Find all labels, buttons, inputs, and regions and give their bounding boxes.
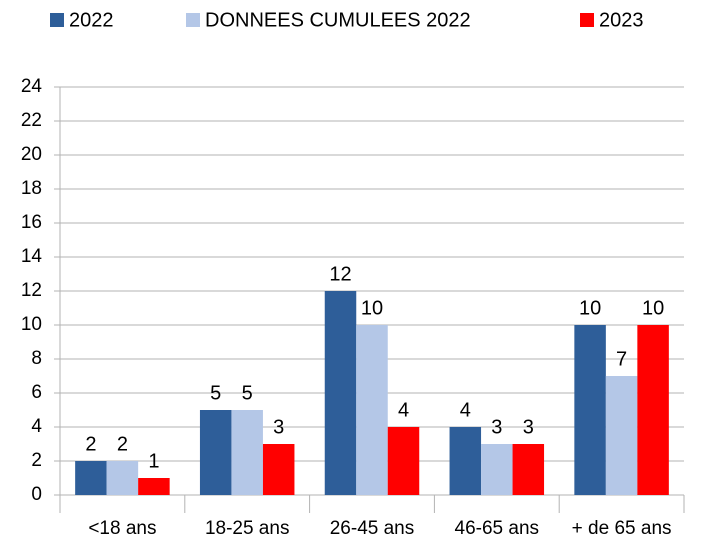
legend-label: 2022 <box>69 9 114 31</box>
value-label: 12 <box>329 263 351 285</box>
value-label: 3 <box>523 416 534 438</box>
value-label: 2 <box>85 433 96 455</box>
x-tick-label: + de 65 ans <box>572 518 672 539</box>
bar <box>262 444 295 495</box>
y-tick-label: 22 <box>21 110 42 131</box>
value-label: 4 <box>460 399 471 421</box>
value-label: 3 <box>273 416 284 438</box>
bar <box>231 410 263 495</box>
bar <box>199 410 232 495</box>
bar <box>449 427 482 495</box>
bar <box>481 444 513 495</box>
y-tick-label: 8 <box>31 348 42 369</box>
legend-swatch <box>580 13 594 27</box>
value-label: 3 <box>491 416 502 438</box>
bar <box>138 478 170 495</box>
value-label: 1 <box>148 450 159 472</box>
x-tick-label: <18 ans <box>88 518 156 539</box>
bar <box>574 325 606 495</box>
value-label: 7 <box>616 348 627 370</box>
value-label: 10 <box>361 297 383 319</box>
legend-label: 2023 <box>599 9 644 31</box>
y-tick-label: 0 <box>31 484 42 505</box>
y-tick-label: 10 <box>21 314 42 335</box>
legend-label: DONNEES CUMULEES 2022 <box>205 9 471 31</box>
bar <box>356 325 388 495</box>
x-tick-label: 18-25 ans <box>205 518 290 539</box>
y-tick-label: 24 <box>21 76 43 97</box>
y-tick-label: 12 <box>21 280 42 301</box>
y-tick-label: 6 <box>31 382 42 403</box>
bar <box>106 461 139 495</box>
bar <box>637 325 669 495</box>
value-label: 2 <box>117 433 128 455</box>
y-tick-label: 2 <box>31 450 42 471</box>
bar <box>324 291 357 495</box>
value-label: 10 <box>642 297 664 319</box>
bar <box>605 376 638 495</box>
y-tick-label: 14 <box>21 246 43 267</box>
y-tick-label: 4 <box>31 416 42 437</box>
value-label: 10 <box>579 297 601 319</box>
value-label: 5 <box>242 382 253 404</box>
value-label: 5 <box>210 382 221 404</box>
x-tick-label: 46-65 ans <box>455 518 540 539</box>
bar <box>387 427 420 495</box>
y-tick-label: 16 <box>21 212 42 233</box>
x-tick-label: 26-45 ans <box>330 518 415 539</box>
y-tick-label: 18 <box>21 178 42 199</box>
value-label: 4 <box>398 399 409 421</box>
bar <box>512 444 545 495</box>
bar <box>75 461 107 495</box>
y-tick-label: 20 <box>21 144 42 165</box>
legend-swatch <box>186 13 200 27</box>
legend-swatch <box>50 13 64 27</box>
